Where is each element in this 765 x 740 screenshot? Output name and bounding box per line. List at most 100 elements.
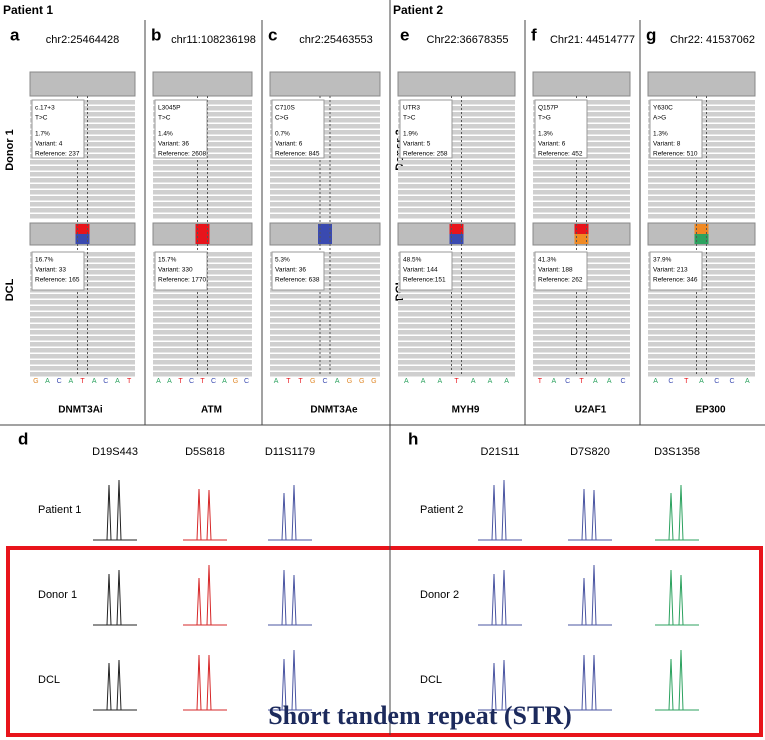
variant-bar xyxy=(695,234,709,244)
read xyxy=(270,360,380,365)
variant-bar xyxy=(450,234,464,244)
read xyxy=(270,372,380,377)
read xyxy=(648,300,755,305)
read xyxy=(533,166,630,171)
read xyxy=(398,342,515,347)
read xyxy=(270,190,380,195)
read xyxy=(398,366,515,371)
gene: U2AF1 xyxy=(575,405,607,416)
sequence-base: G xyxy=(310,378,315,385)
read xyxy=(533,208,630,213)
locus: Chr21: 44514777 xyxy=(550,34,635,46)
panel-letter: c xyxy=(268,25,277,44)
locus: D5S818 xyxy=(185,446,225,458)
info-text: Reference: 346 xyxy=(653,277,698,284)
read xyxy=(398,318,515,323)
sequence-base: A xyxy=(471,378,476,385)
read xyxy=(270,366,380,371)
sequence-base: A xyxy=(745,378,750,385)
sequence-base: A xyxy=(504,378,509,385)
gene: ATM xyxy=(201,405,222,416)
panel-letter: e xyxy=(400,25,409,44)
read xyxy=(648,294,755,299)
read xyxy=(533,202,630,207)
info-text: Variant: 6 xyxy=(275,141,303,148)
sequence-base: C xyxy=(714,378,719,385)
read xyxy=(398,190,515,195)
read xyxy=(398,312,515,317)
sequence-base: T xyxy=(286,378,291,385)
sequence-base: A xyxy=(437,378,442,385)
read xyxy=(533,336,630,341)
read xyxy=(153,160,252,165)
sequence-base: A xyxy=(404,378,409,385)
info-text: Variant: 213 xyxy=(653,267,688,274)
read xyxy=(398,196,515,201)
sequence-base: T xyxy=(454,378,459,385)
info-text: Variant: 330 xyxy=(158,267,193,274)
row-label: Donor 1 xyxy=(38,589,77,601)
read xyxy=(398,306,515,311)
read xyxy=(153,324,252,329)
sequence-base: A xyxy=(607,378,612,385)
read xyxy=(648,160,755,165)
info-text: 1.7% xyxy=(35,131,50,138)
read xyxy=(398,160,515,165)
read xyxy=(648,354,755,359)
read xyxy=(533,172,630,177)
read xyxy=(270,306,380,311)
sequence-base: A xyxy=(699,378,704,385)
read xyxy=(648,196,755,201)
info-text: Reference: 237 xyxy=(35,151,80,158)
read xyxy=(30,214,135,219)
sequence-base: T xyxy=(178,378,183,385)
figure: Patient 1Donor 1DCLachr2:25464428c.17+3T… xyxy=(0,0,765,740)
info-text: 1.3% xyxy=(538,131,553,138)
reference-track xyxy=(270,72,380,96)
patient-label: Patient 2 xyxy=(393,3,443,17)
read xyxy=(648,184,755,189)
read xyxy=(30,166,135,171)
gene: EP300 xyxy=(695,405,725,416)
info-text: Variant: 188 xyxy=(538,267,573,274)
read xyxy=(153,372,252,377)
sequence-base: C xyxy=(211,378,216,385)
read xyxy=(398,172,515,177)
read xyxy=(270,166,380,171)
read xyxy=(270,160,380,165)
sequence-base: A xyxy=(45,378,50,385)
read xyxy=(533,306,630,311)
read xyxy=(30,312,135,317)
read xyxy=(30,360,135,365)
sequence-base: A xyxy=(421,378,426,385)
read xyxy=(648,360,755,365)
read xyxy=(398,184,515,189)
read xyxy=(153,196,252,201)
sequence-base: T xyxy=(298,378,303,385)
read xyxy=(270,348,380,353)
read xyxy=(30,294,135,299)
info-text: Variant: 5 xyxy=(403,141,431,148)
row-label: Patient 1 xyxy=(38,504,81,516)
read xyxy=(30,172,135,177)
info-text: Variant: 144 xyxy=(403,267,438,274)
read xyxy=(533,190,630,195)
locus: D11S1179 xyxy=(265,446,315,458)
read xyxy=(270,294,380,299)
caption: Short tandem repeat (STR) xyxy=(268,701,572,730)
sequence-base: A xyxy=(92,378,97,385)
read xyxy=(153,202,252,207)
info-text: Reference: 165 xyxy=(35,277,80,284)
sequence-base: T xyxy=(200,378,205,385)
read xyxy=(533,330,630,335)
locus: D3S1358 xyxy=(654,446,700,458)
read xyxy=(30,336,135,341)
sequence-base: C xyxy=(730,378,735,385)
read xyxy=(153,318,252,323)
row-label: Donor 2 xyxy=(420,589,459,601)
sequence-base: C xyxy=(244,378,249,385)
sequence-base: G xyxy=(359,378,364,385)
gene: DNMT3Ai xyxy=(58,405,103,416)
info-text: C710S xyxy=(275,105,296,112)
read xyxy=(648,214,755,219)
